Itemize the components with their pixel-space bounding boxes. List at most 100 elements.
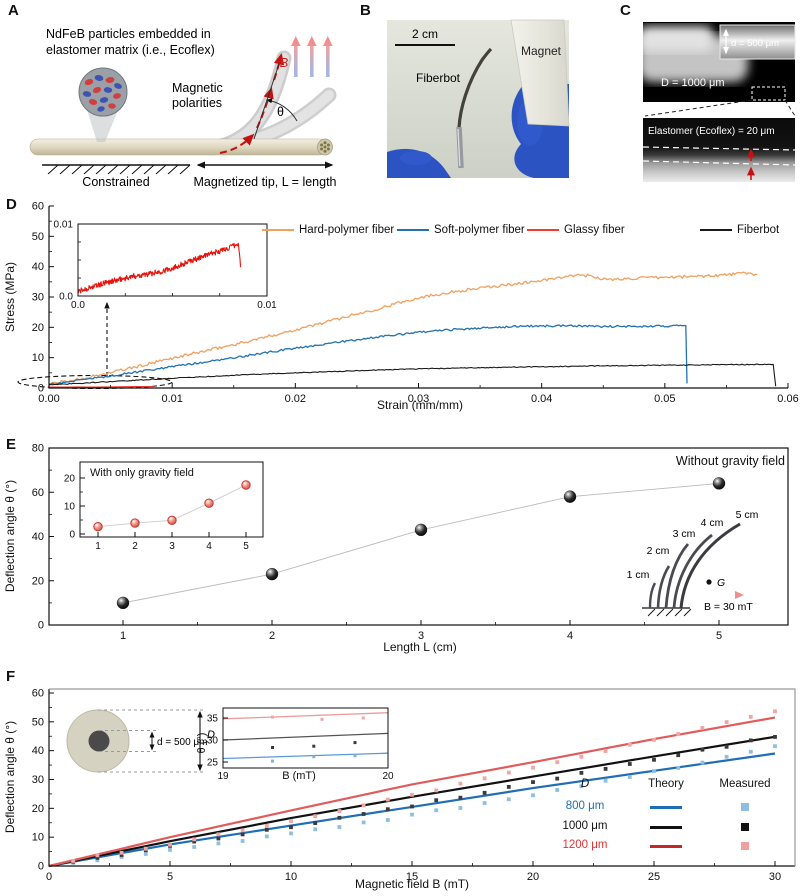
x-tick-label: 4 — [206, 541, 212, 552]
data-point — [434, 798, 439, 803]
panel-a-caption-line2: elastomer matrix (i.e., Ecoflex) — [46, 43, 215, 57]
series-line-0 — [222, 712, 389, 720]
core-diameter-label: d = 500 μm — [157, 737, 208, 748]
b-field-symbol: B — [280, 55, 289, 70]
data-point-ball — [167, 515, 177, 525]
y-tick-label: 60 — [32, 201, 44, 213]
x-tick-label: 5 — [243, 541, 249, 552]
panel-b-photo: 2 cm Fiberbot Magnet — [387, 19, 570, 178]
y-tick-label: 30 — [32, 774, 44, 786]
dimension-guides — [98, 709, 206, 773]
data-point-sphere — [265, 567, 279, 581]
x-tick-label: 19 — [217, 771, 229, 782]
data-point — [555, 776, 560, 781]
legend-row-label: 1200 μm — [562, 839, 608, 851]
legend-item: Hard-polymer fiber — [262, 224, 394, 236]
data-point — [361, 716, 365, 720]
particle-zoom-circle — [78, 67, 128, 142]
data-point — [95, 856, 100, 860]
fiber-1cm-label: 1 cm — [627, 569, 650, 581]
x-tick-label: 0.00 — [38, 393, 59, 405]
data-point-sphere — [563, 490, 577, 503]
data-point — [531, 765, 535, 770]
data-point — [700, 747, 705, 752]
x-tick-label: 0.06 — [777, 393, 798, 405]
data-point — [410, 812, 414, 817]
fiber-3cm — [664, 543, 690, 609]
data-point — [579, 754, 584, 759]
y-tick-label: 20 — [32, 575, 44, 587]
fiberbot-label: Fiberbot — [416, 71, 461, 85]
elastomer-label: Elastomer (Ecoflex) = 20 μm — [648, 126, 775, 137]
magnetic-polarities-label-1: Magnetic — [172, 81, 223, 95]
panel-e: E 1 cm 2 cm 3 cm 4 cm 5 cm G B = 30 — [0, 430, 800, 666]
series-line-2 — [48, 386, 154, 388]
data-point — [773, 744, 777, 749]
constrained-label: Constrained — [82, 175, 149, 189]
data-point — [385, 807, 390, 812]
x-tick-label: 5 — [716, 630, 722, 642]
panel-c: C d = 500 μm D = 1000 μm — [612, 0, 800, 196]
data-point — [434, 808, 439, 813]
y-tick-label: 40 — [32, 745, 44, 757]
magnet-label: Magnet — [521, 44, 562, 58]
b-field-value-label: B = 30 mT — [704, 601, 753, 613]
hatch-marks — [47, 164, 191, 175]
data-point — [506, 785, 511, 789]
data-point — [773, 709, 777, 714]
x-tick-label: 20 — [382, 771, 394, 782]
data-point — [192, 839, 197, 844]
y-tick-label: 20 — [64, 474, 76, 485]
deflection-field-chart: D d = 500 μm 0 5 10 15 20 25 30 0 10 20 30 40 50 60 Ma… — [3, 688, 796, 891]
x-tick-label: 3 — [169, 541, 175, 552]
data-point — [603, 767, 608, 771]
data-point — [264, 824, 269, 828]
data-point — [603, 749, 608, 753]
data-point — [361, 803, 366, 808]
x-tick-label: 25 — [648, 871, 660, 883]
data-point-ball — [93, 522, 103, 532]
data-point — [555, 788, 560, 792]
x-axis-label: Magnetic field B (mT) — [355, 877, 469, 891]
y-axis-label: θ (°) — [196, 733, 208, 754]
theta-symbol: θ — [277, 105, 284, 119]
y-tick-label: 10 — [32, 832, 44, 844]
data-point — [264, 827, 269, 832]
chart-d_inset: 0.0 0.01 0.0 0.01 — [54, 220, 278, 312]
data-point-ball — [130, 518, 140, 528]
data-point-ball — [241, 480, 251, 490]
y-tick-label: 35 — [207, 714, 219, 725]
zoom-region-box — [751, 86, 786, 101]
ndfeb-particles — [82, 75, 122, 112]
chart-f_main: 0 5 10 15 20 25 30 0 10 20 30 40 50 60 Magnetic field … — [3, 688, 796, 891]
panel-d: D 0.00 0.01 0.02 0.03 0.04 0.05 0.06 0 10 20 30 40 5… — [0, 196, 800, 430]
series-line-1 — [222, 732, 389, 741]
legend-swatch — [262, 228, 294, 232]
zoom-connector-right — [784, 99, 796, 117]
legend-theory-line — [650, 806, 682, 809]
data-point — [652, 738, 656, 742]
data-point — [579, 784, 584, 789]
y-tick-label: 25 — [207, 758, 219, 769]
y-tick-label: 20 — [32, 803, 44, 815]
data-point — [627, 742, 632, 747]
data-point — [482, 801, 487, 805]
hatch-marks — [647, 608, 692, 617]
data-point — [240, 828, 245, 833]
outer-diameter-symbol: D — [207, 729, 215, 741]
data-point — [313, 814, 318, 819]
legend-item: Fiberbot — [700, 224, 779, 236]
elastomer-boundary-top — [642, 146, 796, 151]
constrained-ground — [42, 164, 191, 175]
data-point — [482, 790, 487, 795]
x-tick-label: 1 — [120, 630, 126, 642]
legend-item: Glassy fiber — [527, 224, 625, 236]
elastomer-boundary-bottom — [642, 160, 796, 166]
fiber-1cm — [648, 582, 657, 609]
data-point — [337, 809, 342, 813]
data-point — [676, 753, 681, 758]
data-point — [555, 760, 560, 765]
fiber-5cm — [679, 522, 741, 609]
data-point — [95, 853, 100, 858]
chart-e_inset: 1 2 3 4 5 0 10 20 — [64, 461, 264, 552]
